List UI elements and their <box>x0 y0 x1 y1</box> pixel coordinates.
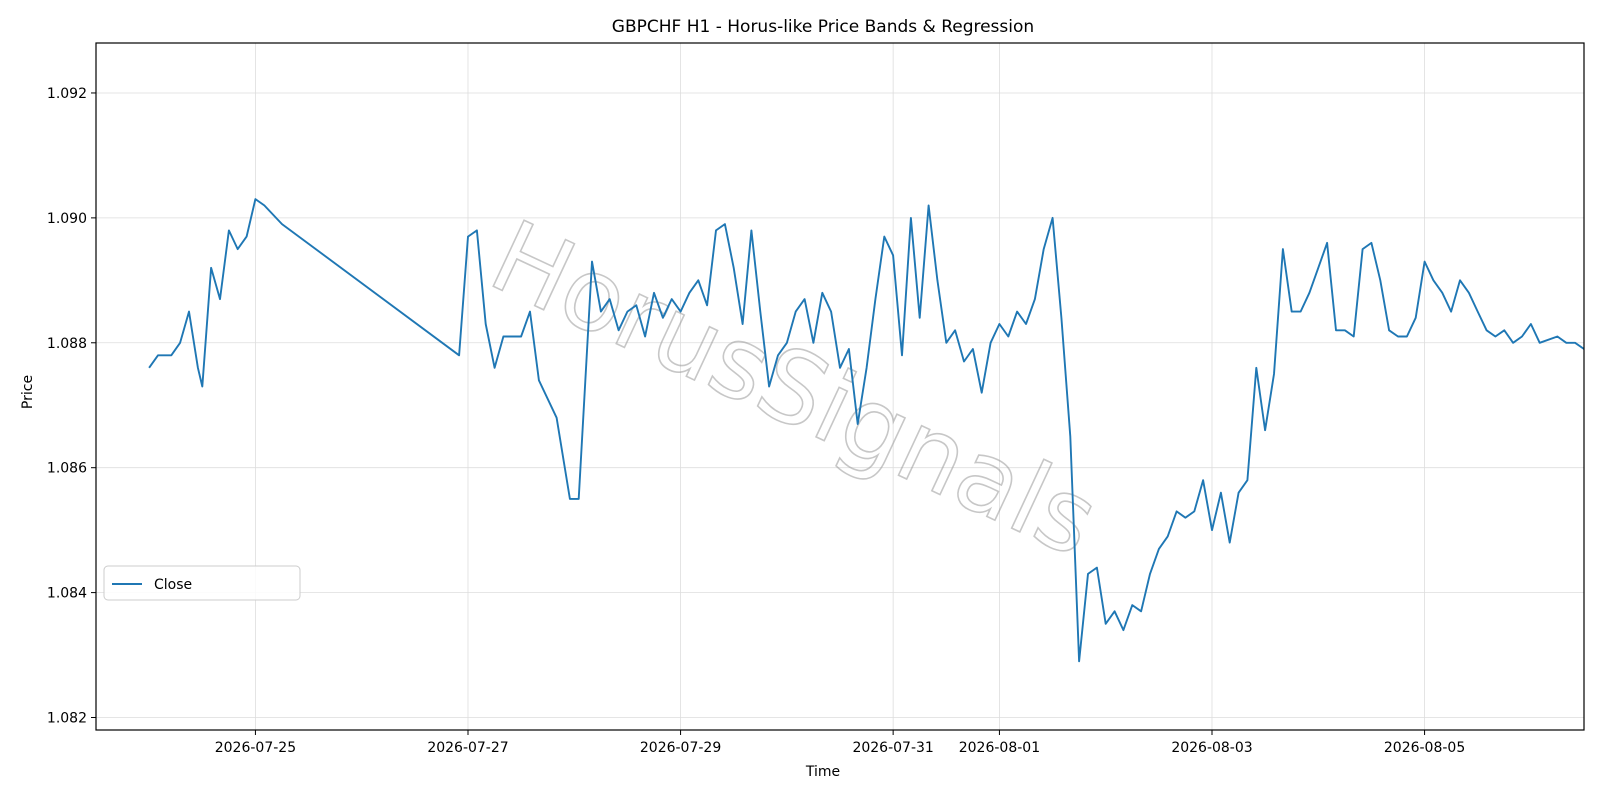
plot-frame <box>95 42 1585 731</box>
grid-lines <box>96 43 1584 730</box>
axis-ticks: 2026-07-25 2026-07-27 2026-07-29 2026-07-31… <box>47 86 1465 756</box>
x-tick-label: 2026-07-31 <box>852 740 933 756</box>
y-tick-label: 1.088 <box>47 336 87 352</box>
chart-title: GBPCHF H1 - Horus-like Price Bands & Reg… <box>612 17 1034 37</box>
x-tick-label: 2026-07-25 <box>215 740 296 756</box>
y-axis-title: Price <box>20 375 36 409</box>
legend: Close <box>103 565 301 601</box>
x-tick-label: 2026-07-29 <box>640 740 721 756</box>
y-tick-label: 1.090 <box>47 211 87 227</box>
x-tick-label: 2026-07-27 <box>427 740 508 756</box>
series-line-0 <box>148 198 1585 663</box>
x-axis-title: Time <box>805 764 840 780</box>
series-lines <box>148 198 1585 663</box>
x-tick-label: 2026-08-05 <box>1384 740 1465 756</box>
legend-box <box>103 565 301 601</box>
y-tick-label: 1.082 <box>47 711 87 727</box>
x-tick-label: 2026-08-01 <box>959 740 1040 756</box>
y-tick-label: 1.084 <box>47 586 87 602</box>
legend-label: Close <box>154 577 192 593</box>
x-tick-label: 2026-08-03 <box>1171 740 1252 756</box>
y-tick-label: 1.086 <box>47 461 87 477</box>
y-tick-label: 1.092 <box>47 86 87 102</box>
